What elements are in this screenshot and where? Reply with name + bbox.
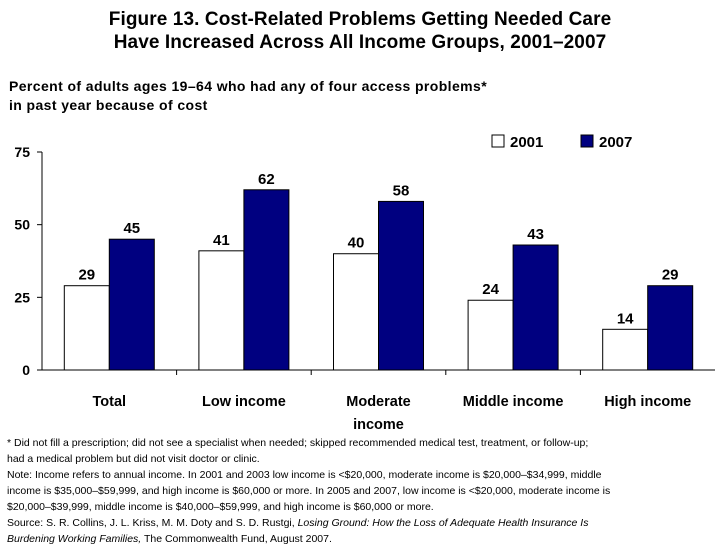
source-title-part-1: Losing Ground: How the Loss of Adequate …: [297, 517, 589, 529]
data-label-2001-1: 41: [213, 232, 230, 249]
bar-2007-0: [108, 238, 155, 371]
source-line-1: Source: S. R. Collins, J. L. Kriss, M. M…: [7, 515, 713, 531]
data-label-2007-2: 58: [393, 182, 410, 199]
data-label-2007-0: 45: [123, 220, 140, 237]
bar-chart: 0 25 50 75 29 45 Total 41 62 Low income 40 58 Modera…: [14, 134, 715, 430]
category-label-2-line-1: income: [353, 417, 404, 430]
legend-swatch-2001: [491, 134, 505, 148]
bar-2007-2: [378, 200, 424, 371]
y-tick-label: 25: [14, 289, 30, 305]
chart-subtitle-line-2: in past year because of cost: [9, 97, 208, 113]
chart-subtitle: Percent of adults ages 19–64 who had any…: [9, 77, 709, 115]
data-label-2007-4: 29: [662, 267, 679, 284]
source-suffix: The Commonwealth Fund, August 2007.: [141, 533, 332, 545]
source-title-part-2: Burdening Working Families,: [7, 533, 142, 545]
bar-2001-2: [333, 253, 379, 371]
data-label-2001-4: 14: [617, 310, 634, 327]
data-label-2007-1: 62: [258, 171, 275, 188]
bar-2001-4: [602, 328, 649, 371]
bar-2001-1: [198, 250, 245, 371]
category-label-1-line-0: Low income: [202, 394, 286, 410]
legend-label-2007: 2007: [599, 134, 632, 151]
income-note-line-2: income is $35,000–$59,999, and high inco…: [7, 485, 611, 497]
chart-title: Figure 13. Cost-Related Problems Getting…: [0, 8, 720, 54]
asterisk-note-line-1: * Did not fill a prescription; did not s…: [7, 437, 589, 449]
y-tick-label: 0: [22, 362, 30, 378]
data-label-2007-3: 43: [527, 226, 544, 243]
y-tick-label: 75: [14, 144, 30, 160]
chart-title-line-2: Have Increased Across All Income Groups,…: [113, 32, 607, 53]
data-label-2001-3: 24: [482, 281, 499, 298]
bar-2001-3: [467, 299, 514, 371]
bar-2001-0: [63, 285, 110, 371]
income-note-line-1: Note: Income refers to annual income. In…: [7, 469, 602, 481]
bar-2007-1: [243, 189, 290, 371]
asterisk-note-line-2: had a medical problem but did not visit …: [7, 453, 260, 465]
chart-title-line-1: Figure 13. Cost-Related Problems Getting…: [108, 9, 612, 30]
bar-2007-3: [512, 244, 559, 371]
category-label-2-line-0: Moderate: [346, 394, 410, 410]
category-label-0-line-0: Total: [93, 394, 127, 410]
category-label-3-line-0: Middle income: [463, 394, 564, 410]
legend-swatch-2007: [580, 134, 594, 148]
legend-label-2001: 2001: [510, 134, 543, 151]
bar-2007-4: [647, 285, 694, 371]
source-line-2: Burdening Working Families, The Commonwe…: [7, 531, 713, 547]
data-label-2001-2: 40: [348, 235, 365, 252]
chart-subtitle-line-1: Percent of adults ages 19–64 who had any…: [9, 78, 488, 94]
income-note-line-3: $20,000–$39,999, middle income is $40,00…: [7, 501, 434, 513]
y-tick-label: 50: [14, 217, 30, 233]
source-prefix: Source: S. R. Collins, J. L. Kriss, M. M…: [7, 517, 298, 529]
category-label-4-line-0: High income: [604, 394, 691, 410]
footnotes: * Did not fill a prescription; did not s…: [7, 435, 713, 547]
data-label-2001-0: 29: [78, 267, 95, 284]
